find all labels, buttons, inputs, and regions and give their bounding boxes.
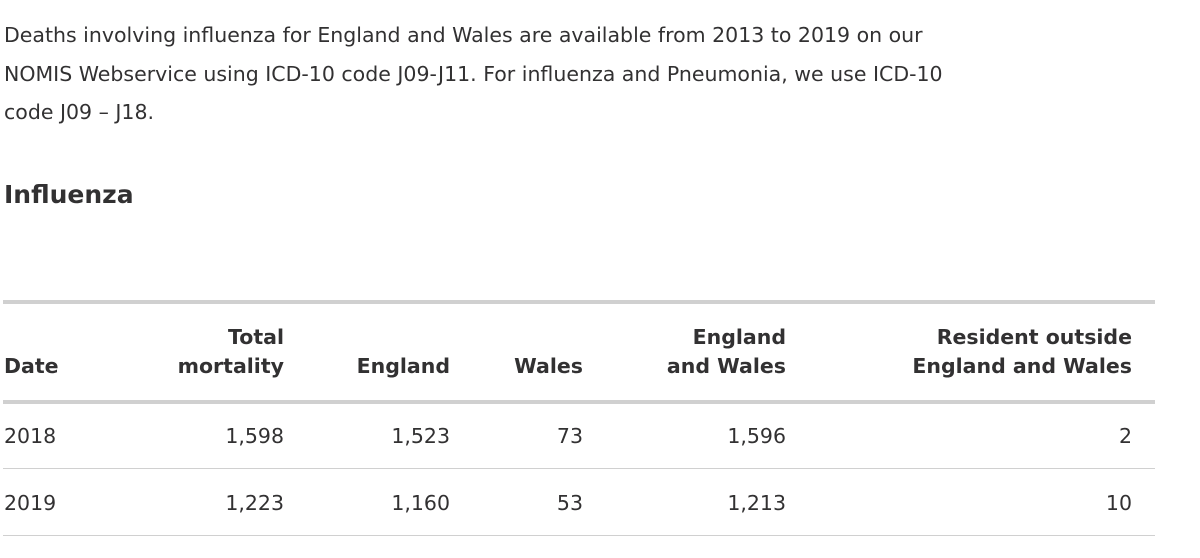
table-top-border	[3, 300, 1155, 304]
column-header: Wales	[514, 354, 583, 378]
intro-paragraph: Deaths involving influenza for England a…	[4, 23, 943, 124]
table-cell: 10	[1105, 491, 1132, 515]
table-cell: 2019	[4, 491, 57, 515]
column-header: Date	[4, 354, 59, 378]
table-cell: 1,596	[727, 424, 786, 448]
column-header: England	[356, 354, 450, 378]
row-border	[3, 535, 1155, 536]
table-cell: 73	[556, 424, 583, 448]
table-cell: 1,523	[391, 424, 450, 448]
section-heading: Influenza	[4, 180, 134, 209]
row-border	[3, 468, 1155, 469]
table-cell: 1,598	[225, 424, 284, 448]
column-header: Total mortality	[177, 325, 284, 378]
table-cell: 1,160	[391, 491, 450, 515]
table-cell: 53	[556, 491, 583, 515]
table-cell: 1,223	[225, 491, 284, 515]
table-cell: 1,213	[727, 491, 786, 515]
column-header: Resident outside England and Wales	[912, 325, 1132, 378]
column-header: England and Wales	[666, 325, 786, 378]
table-cell: 2018	[4, 424, 57, 448]
table-cell: 2	[1118, 424, 1132, 448]
header-border	[3, 400, 1155, 404]
